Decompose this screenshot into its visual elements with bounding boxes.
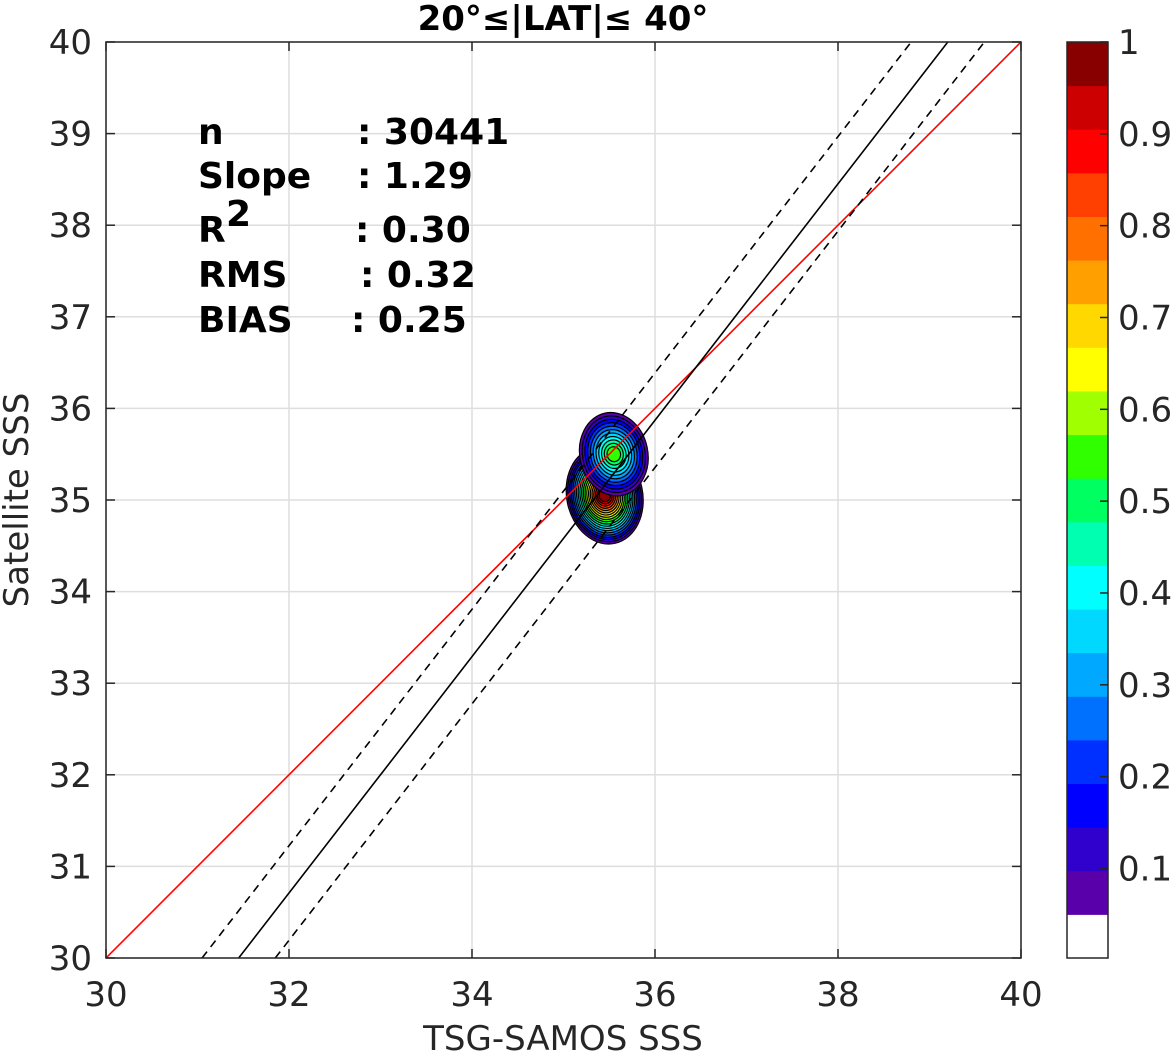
colorbar-segment [1067,739,1108,785]
colorbar-segment [1067,696,1108,741]
colorbar-segment [1067,216,1108,261]
colorbar-segment [1067,827,1108,872]
colorbar-frame [1066,41,1109,959]
chart-title: 20°≤|LAT|≤ 40° [418,0,709,39]
x-tick-label: 40 [999,975,1042,1015]
stat-label-superscript: 2 [226,194,251,235]
stat-label: RMS [198,255,287,296]
colorbar-tick-label: 0.3 [1118,666,1172,706]
y-tick-label: 38 [49,206,92,246]
colorbar-segment [1067,478,1108,523]
y-tick-label: 37 [49,298,92,338]
colorbar-tick-label: 0.4 [1118,574,1172,614]
colorbar-tick-label: 0.9 [1118,115,1172,155]
colorbar-segment [1067,652,1108,697]
stat-label: Slope [198,156,311,197]
colorbar-tick-label: 0.7 [1118,298,1172,338]
line-1:1 [106,42,1021,958]
colorbar-tick-label: 0.6 [1118,390,1172,430]
stat-label: n [198,112,224,153]
y-tick-label: 32 [49,756,92,796]
x-axis-label: TSG-SAMOS SSS [422,1019,703,1055]
y-axis-label: Satellite SSS [0,393,37,608]
x-tick-label: 30 [84,975,127,1015]
regression-lines [106,42,1021,958]
line-fit [238,42,949,958]
y-tick-label: 39 [49,115,92,155]
colorbar-segment [1067,783,1108,828]
x-tick-label: 34 [450,975,493,1015]
axis-ticks: 30 32 34 36 38 40 30 31 32 33 34 35 36 37 38 39 40 [49,23,1043,1015]
stat-label: BIAS [198,300,293,341]
colorbar-segment [1067,609,1108,654]
y-tick-label: 34 [49,573,92,613]
stats-annotation: n : 30441 Slope : 1.29 R 2 : 0.30 RMS : 0.32 BIAS… [198,112,509,341]
x-tick-label: 38 [816,975,859,1015]
colorbar-segment [1067,914,1108,959]
colorbar-segment [1067,260,1108,305]
stat-value: : 0.30 [355,210,471,251]
stat-value: : 1.29 [357,156,473,197]
colorbar-tick-label: 0.8 [1118,207,1172,247]
stat-label: R [198,210,226,251]
y-tick-label: 30 [49,939,92,979]
stat-value: : 0.32 [360,255,476,296]
colorbar-segment [1067,390,1108,436]
y-tick-label: 33 [49,664,92,704]
stat-value: : 0.25 [351,300,467,341]
colorbar-segment [1067,434,1108,479]
line-fit-lower [274,42,986,958]
colorbar-segment [1067,870,1108,915]
density-contours [565,411,649,545]
x-tick-label: 36 [633,975,676,1015]
colorbar-tick-label: 0.5 [1118,482,1172,522]
colorbar-segment [1067,521,1108,566]
colorbar-segment [1067,172,1108,217]
colorbar-segment [1067,303,1108,348]
colorbar-segment [1067,85,1108,130]
colorbar-segment [1067,129,1108,174]
colorbar-tick-label: 0.1 [1118,849,1172,889]
y-tick-label: 40 [49,23,92,63]
colorbar-segment [1067,347,1108,392]
y-tick-label: 35 [49,481,92,521]
colorbar: 0.1 0.2 0.3 0.4 0.5 0.6 0.7 0.8 0.9 1 [1066,23,1172,959]
y-tick-label: 36 [49,389,92,429]
line-fit-upper [201,42,912,958]
colorbar-segment [1067,42,1108,87]
y-tick-label: 31 [49,847,92,887]
colorbar-tick-label: 0.2 [1118,758,1172,798]
colorbar-segment [1067,565,1108,610]
stat-value: : 30441 [357,112,509,153]
colorbar-tick-label: 1 [1118,23,1140,63]
x-tick-label: 32 [267,975,310,1015]
